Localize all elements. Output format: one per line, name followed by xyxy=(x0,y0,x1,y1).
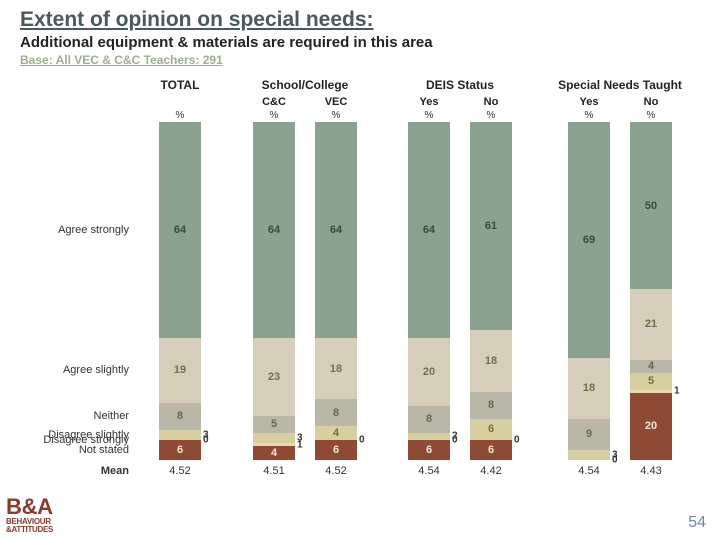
segment-agree_slightly: 21 xyxy=(630,289,672,359)
pct-label: % xyxy=(270,110,279,122)
segment-agree_strongly: 69 xyxy=(568,122,610,358)
group-header: Special Needs Taught xyxy=(558,78,682,96)
bar-column: No%5021451204.43 xyxy=(630,96,672,482)
segment-neither: 8 xyxy=(159,403,201,430)
bar-column: VEC%641884064.52 xyxy=(315,96,357,482)
segment-not_stated: 6 xyxy=(470,440,512,460)
segment-agree_slightly: 18 xyxy=(470,330,512,391)
segment-neither: 5 xyxy=(253,416,295,433)
bar-column: %641983064.52 xyxy=(159,96,201,482)
segment-disagree_slightly: 3 xyxy=(159,430,201,440)
mean-value: 4.51 xyxy=(263,460,284,482)
group-header: School/College xyxy=(262,78,349,96)
bar-group: TOTAL%641983064.52 xyxy=(135,78,225,500)
segment-agree_slightly: 18 xyxy=(568,358,610,419)
stacked-bar: 502145120 xyxy=(630,122,672,460)
segment-not_stated: 6 xyxy=(159,440,201,460)
segment-neither: 8 xyxy=(315,399,357,426)
bar-groups: TOTAL%641983064.52School/CollegeC&C%6423… xyxy=(135,78,720,500)
mean-label: Mean xyxy=(0,460,135,482)
column-header: VEC xyxy=(325,96,348,110)
row-label-not_stated: Not stated xyxy=(79,444,129,456)
pct-label: % xyxy=(585,110,594,122)
base-text: Base: All VEC & C&C Teachers: 291 xyxy=(0,51,720,73)
bar-group: School/CollegeC&C%642353144.51VEC%641884… xyxy=(225,78,385,500)
mean-value: 4.52 xyxy=(169,460,190,482)
bar-column: Yes%642082064.54 xyxy=(408,96,450,482)
stacked-bar: 64198306 xyxy=(159,122,201,460)
group-header: TOTAL xyxy=(161,78,200,96)
segment-not_stated: 4 xyxy=(253,446,295,460)
bar-group: Special Needs TaughtYes%69189304.54No%50… xyxy=(535,78,705,500)
pct-label: % xyxy=(487,110,496,122)
column-header: No xyxy=(484,96,499,110)
segment-disagree_slightly: 2 xyxy=(408,433,450,440)
bar-column: C&C%642353144.51 xyxy=(253,96,295,482)
pct-label: % xyxy=(332,110,341,122)
segment-neither: 8 xyxy=(408,406,450,433)
mean-value: 4.54 xyxy=(578,460,599,482)
row-label-agree_slightly: Agree slightly xyxy=(63,364,129,376)
segment-agree_strongly: 64 xyxy=(253,122,295,338)
mean-value: 4.42 xyxy=(480,460,501,482)
mean-value: 4.54 xyxy=(418,460,439,482)
bar-group: DEIS StatusYes%642082064.54No%611886064.… xyxy=(385,78,535,500)
segment-not_stated: 6 xyxy=(315,440,357,460)
segment-neither: 4 xyxy=(630,360,672,373)
mean-value: 4.43 xyxy=(640,460,661,482)
stacked-bar: 61188606 xyxy=(470,122,512,460)
segment-disagree_slightly: 3 xyxy=(253,433,295,443)
segment-disagree_slightly: 5 xyxy=(630,373,672,390)
column-header: Yes xyxy=(420,96,439,110)
segment-agree_slightly: 23 xyxy=(253,338,295,416)
segment-disagree_slightly: 4 xyxy=(315,426,357,440)
mean-value: 4.52 xyxy=(325,460,346,482)
stacked-bar: 64188406 xyxy=(315,122,357,460)
segment-agree_strongly: 61 xyxy=(470,122,512,330)
segment-agree_slightly: 19 xyxy=(159,338,201,402)
page-title: Extent of opinion on special needs: xyxy=(0,0,720,32)
row-labels-column: Agree stronglyAgree slightlyNeitherDisag… xyxy=(0,78,135,500)
column-header: No xyxy=(644,96,659,110)
page-subtitle: Additional equipment & materials are req… xyxy=(0,32,720,51)
column-header: Yes xyxy=(580,96,599,110)
chart: Agree stronglyAgree slightlyNeitherDisag… xyxy=(0,78,720,500)
stacked-bar: 64235314 xyxy=(253,122,295,460)
segment-agree_slightly: 20 xyxy=(408,338,450,406)
segment-disagree_slightly: 6 xyxy=(470,419,512,439)
segment-agree_strongly: 64 xyxy=(408,122,450,338)
segment-not_stated: 20 xyxy=(630,393,672,460)
row-label-agree_strongly: Agree strongly xyxy=(58,224,129,236)
segment-agree_strongly: 50 xyxy=(630,122,672,289)
segment-agree_strongly: 64 xyxy=(315,122,357,338)
stacked-bar: 64208206 xyxy=(408,122,450,460)
bar-column: Yes%69189304.54 xyxy=(568,96,610,482)
bar-column: No%611886064.42 xyxy=(470,96,512,482)
column-header: C&C xyxy=(262,96,286,110)
pct-label: % xyxy=(425,110,434,122)
segment-neither: 8 xyxy=(470,392,512,419)
segment-not_stated: 6 xyxy=(408,440,450,460)
group-header: DEIS Status xyxy=(426,78,494,96)
segment-agree_slightly: 18 xyxy=(315,338,357,399)
segment-agree_strongly: 64 xyxy=(159,122,201,338)
page-number: 54 xyxy=(688,514,706,532)
segment-disagree_slightly: 3 xyxy=(568,450,610,460)
logo: B&ABEHAVIOUR&ATTITUDES xyxy=(6,496,53,534)
row-label-neither: Neither xyxy=(94,410,129,422)
pct-label: % xyxy=(176,110,185,122)
segment-neither: 9 xyxy=(568,419,610,450)
pct-label: % xyxy=(647,110,656,122)
stacked-bar: 6918930 xyxy=(568,122,610,460)
